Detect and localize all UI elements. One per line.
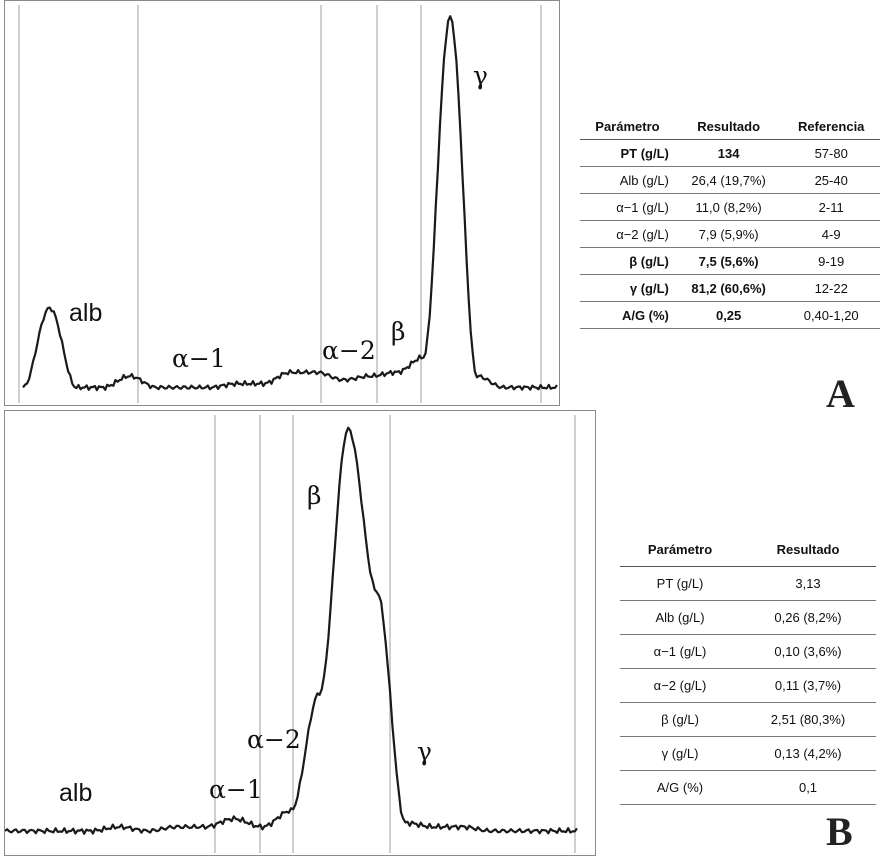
peak-label-alpha2: α−2 <box>247 725 301 754</box>
result-cell: 0,10 (3,6%) <box>740 634 876 669</box>
column-header-parametro: Parámetro <box>580 113 675 140</box>
param-cell: α−1 (g/L) <box>620 634 741 669</box>
column-header-parametro: Parámetro <box>620 533 741 567</box>
table-row: α−1 (g/L) 0,10 (3,6%) <box>620 634 876 669</box>
param-cell: α−2 (g/L) <box>580 220 675 248</box>
table-row: PT (g/L) 134 57-80 <box>580 139 880 167</box>
result-cell: 7,9 (5,9%) <box>674 220 783 248</box>
trace-chart-a <box>18 5 558 403</box>
table-row: γ (g/L) 0,13 (4,2%) <box>620 736 876 771</box>
table-row: β (g/L) 7,5 (5,6%) 9-19 <box>580 247 880 275</box>
column-header-resultado: Resultado <box>740 533 876 567</box>
peak-label-alb: alb <box>69 299 103 327</box>
param-cell: PT (g/L) <box>580 139 675 167</box>
trace-chart-b <box>5 415 578 853</box>
column-header-resultado: Resultado <box>674 113 783 140</box>
peak-label-gamma: γ <box>473 61 488 90</box>
peak-label-alpha1: α−1 <box>172 344 226 373</box>
series-line-b <box>5 426 578 835</box>
param-cell: PT (g/L) <box>620 566 741 601</box>
series-line-a <box>22 15 558 392</box>
reference-cell: 4-9 <box>782 220 880 248</box>
param-cell: Alb (g/L) <box>580 166 675 194</box>
peak-label-beta: β <box>307 481 322 510</box>
result-cell: 26,4 (19,7%) <box>674 166 783 194</box>
reference-cell: 2-11 <box>782 193 880 221</box>
reference-cell: 57-80 <box>782 139 880 167</box>
result-cell: 0,1 <box>740 770 876 805</box>
param-cell: A/G (%) <box>620 770 741 805</box>
table-row: Alb (g/L) 0,26 (8,2%) <box>620 600 876 635</box>
result-cell: 81,2 (60,6%) <box>674 274 783 302</box>
table-row: γ (g/L) 81,2 (60,6%) 12-22 <box>580 274 880 302</box>
electrophoresis-panel-b: alb α−1 α−2 β γ <box>4 410 596 856</box>
param-cell: γ (g/L) <box>620 736 741 771</box>
result-cell: 0,25 <box>674 301 783 329</box>
fraction-dividers-b <box>214 415 576 853</box>
electrophoresis-panel-a: alb α−1 α−2 β γ <box>4 0 560 406</box>
peak-label-alpha2: α−2 <box>322 336 376 365</box>
table-header-row: Parámetro Resultado Referencia <box>580 113 880 140</box>
reference-cell: 12-22 <box>782 274 880 302</box>
peak-label-beta: β <box>391 317 406 346</box>
table-row: PT (g/L) 3,13 <box>620 566 876 601</box>
result-cell: 11,0 (8,2%) <box>674 193 783 221</box>
reference-cell: 25-40 <box>782 166 880 194</box>
reference-cell: 0,40-1,20 <box>782 301 880 329</box>
peak-label-gamma: γ <box>417 737 432 766</box>
table-row: α−1 (g/L) 11,0 (8,2%) 2-11 <box>580 193 880 221</box>
param-cell: Alb (g/L) <box>620 600 741 635</box>
param-cell: γ (g/L) <box>580 274 675 302</box>
param-cell: α−2 (g/L) <box>620 668 741 703</box>
fraction-dividers-a <box>18 5 542 403</box>
result-cell: 2,51 (80,3%) <box>740 702 876 737</box>
result-cell: 7,5 (5,6%) <box>674 247 783 275</box>
result-cell: 0,26 (8,2%) <box>740 600 876 635</box>
table-row: α−2 (g/L) 0,11 (3,7%) <box>620 668 876 703</box>
peak-label-alpha1: α−1 <box>209 775 263 804</box>
peak-label-alb: alb <box>59 779 93 807</box>
panel-letter-a: A <box>826 371 855 416</box>
table-row: β (g/L) 2,51 (80,3%) <box>620 702 876 737</box>
param-cell: A/G (%) <box>580 301 675 329</box>
param-cell: β (g/L) <box>620 702 741 737</box>
table-row: A/G (%) 0,25 0,40-1,20 <box>580 301 880 329</box>
results-table-a: Parámetro Resultado Referencia PT (g/L) 1… <box>580 113 880 329</box>
reference-cell: 9-19 <box>782 247 880 275</box>
table-row: α−2 (g/L) 7,9 (5,9%) 4-9 <box>580 220 880 248</box>
panel-letter-b: B <box>826 809 853 854</box>
table-row: A/G (%) 0,1 <box>620 770 876 805</box>
param-cell: α−1 (g/L) <box>580 193 675 221</box>
result-cell: 3,13 <box>740 566 876 601</box>
column-header-referencia: Referencia <box>782 113 880 140</box>
result-cell: 0,11 (3,7%) <box>740 668 876 703</box>
results-table-b: Parámetro Resultado PT (g/L) 3,13 Alb (g/L… <box>620 533 876 805</box>
table-header-row: Parámetro Resultado <box>620 533 876 567</box>
result-cell: 0,13 (4,2%) <box>740 736 876 771</box>
result-cell: 134 <box>674 139 783 167</box>
param-cell: β (g/L) <box>580 247 675 275</box>
table-row: Alb (g/L) 26,4 (19,7%) 25-40 <box>580 166 880 194</box>
